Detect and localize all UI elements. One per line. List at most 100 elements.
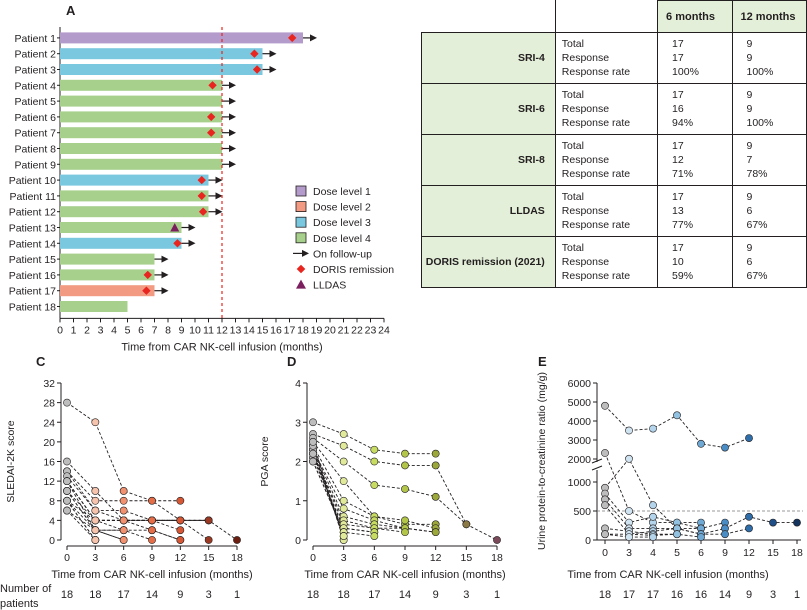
- c-data-point: [91, 526, 100, 535]
- table-cell-text: 6: [746, 256, 753, 268]
- c-data-point: [176, 516, 185, 525]
- table-cell-text: 71%: [672, 168, 694, 180]
- a-patient-label: Patient 7: [15, 128, 57, 140]
- c-data-point: [119, 496, 128, 505]
- e-y-axis-title: Urine protein-to-creatinine ratio (mg/g): [536, 372, 548, 550]
- c-data-point: [148, 496, 156, 505]
- c-x-tick-label: 15: [203, 552, 215, 564]
- c-data-point: [119, 526, 128, 535]
- d-data-point: [431, 528, 440, 537]
- d-data-point: [339, 504, 348, 513]
- a-x-tick-label: 22: [351, 324, 363, 336]
- a-x-tick-label: 17: [284, 324, 296, 336]
- a-followup-arrow: [154, 287, 169, 295]
- d-data-point: [370, 457, 379, 466]
- a-x-axis-title: Time from CAR NK-cell infusion (months): [121, 341, 322, 353]
- c-data-point: [148, 526, 156, 535]
- table-cell-text: 100%: [746, 66, 774, 78]
- table-cell-text: 67%: [746, 270, 768, 282]
- d-data-point: [493, 536, 501, 544]
- table-cell-text: Response: [561, 52, 610, 64]
- d-data-point: [370, 481, 379, 489]
- a-patient-label: Patient 13: [9, 223, 56, 235]
- table-cell-text: Total: [561, 140, 584, 152]
- a-x-tick-label: 10: [189, 324, 201, 336]
- c-data-point: [204, 536, 213, 544]
- d-series-line: [312, 437, 467, 525]
- e-data-point: [601, 401, 609, 410]
- a-swim-bar: [60, 222, 182, 233]
- table-cell-text: 77%: [672, 219, 694, 231]
- table-row: LLDAS Total Response Response rate 17 13 77% 9 6…: [421, 185, 807, 237]
- header-12-months: 12 months: [731, 0, 807, 33]
- table-cell-text: Response: [561, 205, 610, 217]
- c-data-point: [63, 477, 71, 486]
- a-followup-arrow: [262, 50, 277, 58]
- a-doris-marker: [143, 270, 152, 280]
- d-data-point: [309, 457, 317, 466]
- criterion-cell: SRI-8: [421, 134, 556, 186]
- a-doris-marker: [142, 286, 151, 295]
- d-data-point: [339, 496, 348, 505]
- c-y-tick-label: 0: [49, 535, 55, 547]
- a-x-tick-label: 8: [165, 324, 171, 336]
- table-cell-text: Response: [561, 256, 610, 268]
- e-axis-break: [591, 458, 603, 464]
- d-data-point: [339, 441, 348, 450]
- patients-count-d: 17: [368, 589, 380, 601]
- c-data-point: [63, 398, 71, 407]
- patients-count-e: 17: [623, 589, 635, 601]
- a-swim-bar: [60, 206, 209, 218]
- a-patient-label: Patient 10: [9, 175, 56, 187]
- e-x-tick-label: 18: [791, 547, 803, 559]
- patients-count-d: 1: [494, 589, 500, 601]
- c-data-point: [119, 487, 128, 495]
- table-cell-text: Response: [561, 103, 610, 115]
- panel-label-e: E: [538, 354, 547, 369]
- c-y-tick-label: 24: [43, 417, 55, 429]
- d-data-point: [339, 430, 348, 438]
- table-cell-text: 100%: [746, 117, 774, 129]
- c-x-axis-title: Time from CAR NK-cell infusion (months): [51, 569, 252, 581]
- table-cell-text: 7: [746, 154, 753, 166]
- table-cell-text: 67%: [746, 219, 768, 231]
- e-data-point: [745, 524, 753, 533]
- a-followup-arrow: [222, 81, 236, 89]
- a-swim-bar: [60, 32, 303, 44]
- a-doris-marker: [197, 175, 206, 185]
- e-data-point: [673, 411, 681, 420]
- e-x-tick-label: 12: [743, 547, 755, 559]
- swimmer-plot: 0 1 2 3 4 5 6 7 8 9 10 11 12 13 14 15 16 17 18 19 20 21 22 23 24…: [9, 27, 394, 353]
- a-patient-label: Patient 17: [9, 286, 56, 298]
- table-cell-text: Total: [561, 191, 584, 203]
- a-x-tick-label: 23: [365, 324, 377, 336]
- header-blank-2: [554, 0, 659, 33]
- a-followup-arrow: [222, 129, 236, 137]
- d-data-point: [309, 418, 317, 427]
- a-x-tick-label: 9: [179, 324, 185, 336]
- e-data-point: [745, 434, 753, 442]
- a-x-tick-label: 18: [297, 324, 309, 336]
- c-data-point: [119, 506, 128, 515]
- criterion-cell: LLDAS: [421, 185, 556, 237]
- a-legend-label: LLDAS: [313, 280, 346, 292]
- c-series-line: [66, 490, 124, 541]
- c-x-tick-label: 3: [92, 552, 98, 564]
- c-data-point: [91, 506, 100, 515]
- patients-count-d: 14: [399, 589, 411, 601]
- c-x-tick-label: 18: [231, 552, 243, 564]
- table-cell-text: 17: [672, 191, 684, 203]
- a-swim-bar: [60, 285, 155, 297]
- c-data-point: [91, 487, 100, 495]
- patients-count-e: 16: [695, 589, 707, 601]
- e-x-tick-label: 3: [626, 547, 632, 559]
- patients-count-e: 9: [746, 589, 752, 601]
- c-x-tick-label: 6: [121, 552, 127, 564]
- panel-label-d: D: [287, 354, 296, 369]
- d-x-tick-label: 6: [371, 552, 377, 564]
- table-cell-text: 17: [672, 140, 684, 152]
- a-followup-arrow: [181, 224, 196, 231]
- a-followup-arrow: [222, 113, 236, 121]
- table-cell-text: 17: [672, 38, 684, 50]
- a-followup-arrow: [181, 239, 196, 247]
